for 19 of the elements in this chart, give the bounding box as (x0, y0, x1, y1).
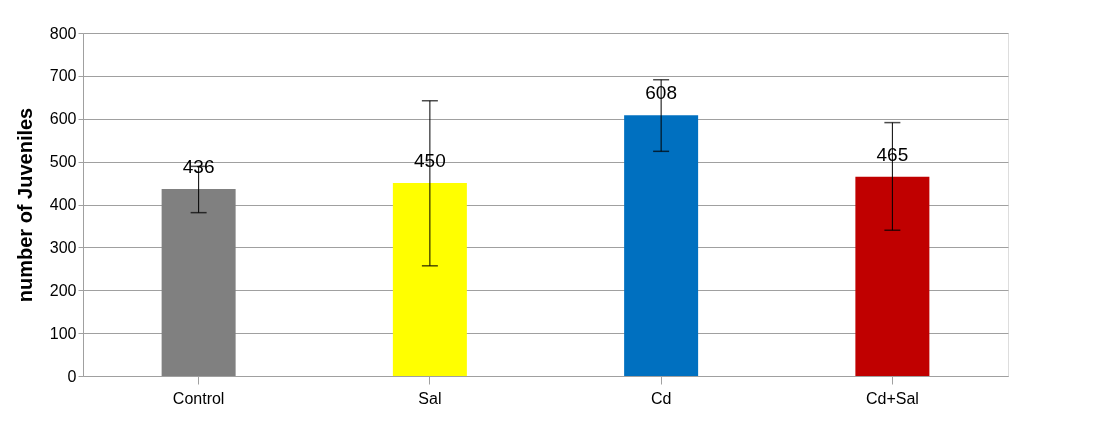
bar (392, 183, 467, 376)
y-tick-label: 500 (49, 153, 77, 171)
data-label: 436 (182, 156, 215, 178)
y-tick-label: 800 (49, 24, 77, 42)
y-tick-label: 600 (49, 110, 77, 128)
bar (624, 115, 699, 376)
y-tick-label: 200 (49, 281, 77, 299)
x-tick-label: Sal (418, 389, 442, 407)
y-tick-label: 0 (67, 367, 77, 385)
y-tick-label: 300 (49, 238, 77, 256)
y-tick-label: 100 (49, 324, 77, 342)
y-tick-label: 700 (49, 67, 77, 85)
bar (161, 189, 236, 376)
x-tick-label: Cd+Sal (865, 389, 919, 407)
x-tick-label: Control (172, 389, 225, 407)
x-tick-label: Cd (650, 389, 672, 407)
y-tick-label: 400 (49, 196, 77, 213)
bar (855, 176, 930, 376)
y-axis-title: number of Juveniles (13, 107, 36, 303)
